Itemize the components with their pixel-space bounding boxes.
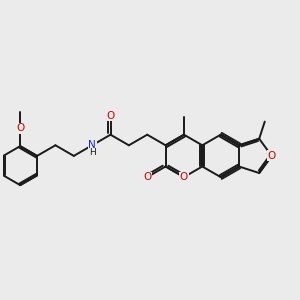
Text: H: H [89,148,95,157]
Text: O: O [143,172,152,182]
Text: O: O [16,123,24,133]
Text: O: O [180,172,188,182]
Text: O: O [268,151,276,161]
Text: O: O [106,111,115,121]
Text: N: N [88,140,96,150]
